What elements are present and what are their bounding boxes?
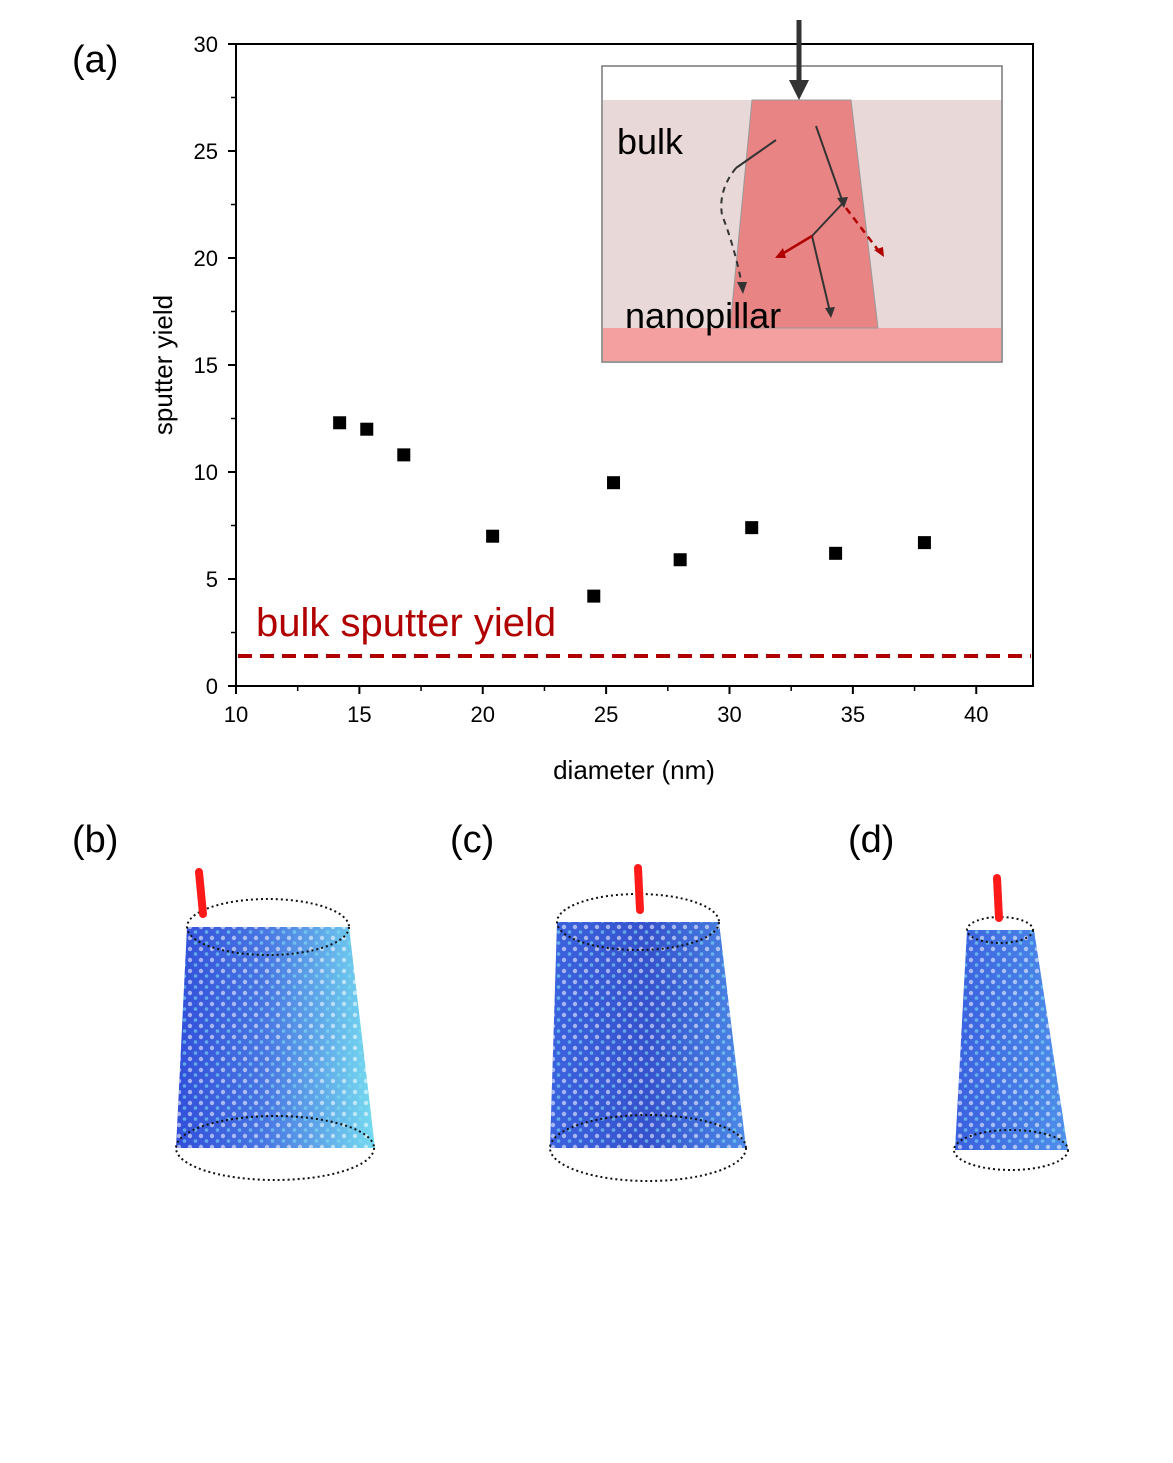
ion-c-icon: [634, 864, 644, 914]
pillar-b-texture: [176, 927, 375, 1148]
axis-tick-labels: 10 15 20 25 30 35 40 0 5 10 15 20 25 30: [194, 32, 989, 727]
y-tick-label: 30: [194, 32, 218, 57]
trajectory-4: [811, 235, 831, 313]
pillar-d-bottom-outline: [953, 1129, 1069, 1171]
data-point: [587, 589, 601, 603]
data-point: [333, 416, 347, 430]
x-tick-label: 15: [347, 702, 371, 727]
trajectory-escape-dashed: [720, 167, 743, 286]
y-tick-label: 20: [194, 246, 218, 271]
trajectory-3: [811, 203, 843, 237]
pillar-b-top-outline: [186, 898, 350, 956]
pillar-d-texture: [955, 930, 1068, 1150]
inset-nanopillar-label: nanopillar: [625, 295, 781, 336]
x-tick-label: 10: [224, 702, 248, 727]
bulk-reference-label: bulk sputter yield: [256, 601, 556, 645]
pillar-c-texture: [550, 922, 746, 1148]
trajectory-red-dashed-head: [874, 247, 884, 257]
panel-label-b: (b): [72, 819, 118, 861]
inset-ion-arrow-head: [789, 80, 809, 100]
x-tick-label: 30: [717, 702, 741, 727]
data-point: [745, 521, 759, 535]
inset-bulk-label: bulk: [617, 121, 684, 162]
axis-ticks: [228, 43, 978, 694]
data-point: [917, 536, 931, 550]
pillar-c-bottom-outline: [549, 1114, 747, 1182]
panel-label-d: (d): [848, 819, 894, 861]
pillar-d-top-outline: [966, 916, 1034, 944]
inset-schematic: bulk nanopillar: [601, 20, 1003, 363]
inset-substrate: [603, 328, 1001, 361]
y-axis-title: sputter yield: [148, 295, 178, 435]
ion-b-icon: [195, 868, 207, 918]
pillar-d: [953, 874, 1069, 1171]
y-tick-label: 0: [206, 674, 218, 699]
x-tick-label: 20: [471, 702, 495, 727]
trajectory-escape-head: [737, 282, 747, 294]
ion-d-icon: [993, 874, 1003, 922]
data-point: [486, 529, 500, 543]
y-tick-label: 25: [194, 139, 218, 164]
data-point: [829, 546, 843, 560]
y-tick-label: 5: [206, 567, 218, 592]
data-point: [397, 448, 411, 462]
panel-label-a: (a): [72, 39, 118, 81]
x-tick-label: 35: [841, 702, 865, 727]
x-tick-label: 40: [964, 702, 988, 727]
x-tick-label: 25: [594, 702, 618, 727]
pillar-c: [549, 864, 747, 1182]
trajectory-2-head: [837, 197, 848, 208]
trajectory-red: [781, 234, 813, 256]
x-axis-title: diameter (nm): [553, 755, 715, 785]
data-point: [607, 476, 621, 490]
trajectory-2: [815, 125, 843, 201]
pillar-b-bottom-outline: [175, 1115, 375, 1181]
data-point: [673, 553, 687, 567]
trajectory-red-head: [775, 248, 786, 258]
y-tick-label: 15: [194, 353, 218, 378]
trajectory-1: [735, 139, 777, 169]
data-point: [360, 422, 374, 436]
inset-pillar: [729, 99, 879, 329]
trajectory-4-head: [825, 307, 835, 318]
y-tick-label: 10: [194, 460, 218, 485]
data-points: [333, 416, 931, 603]
trajectory-red-dashed: [845, 207, 879, 251]
pillar-b: [175, 868, 375, 1181]
panel-label-c: (c): [450, 819, 494, 861]
